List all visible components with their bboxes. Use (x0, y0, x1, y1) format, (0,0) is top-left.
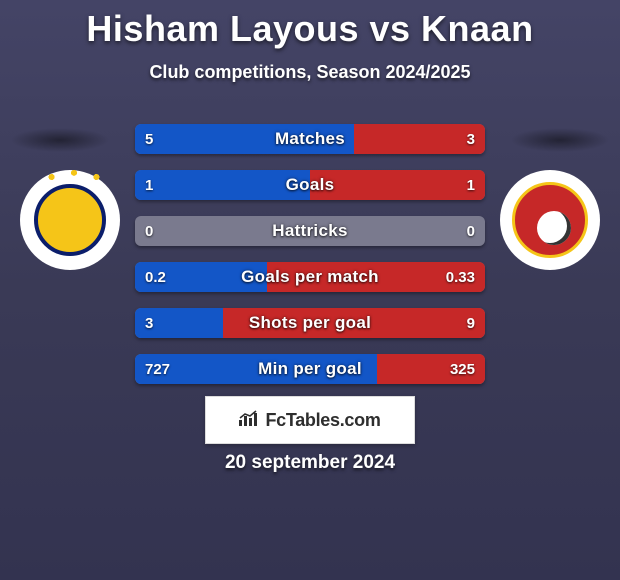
club-crest-right (500, 170, 600, 270)
club-crest-right-inner (512, 182, 588, 258)
bar-row: 11Goals (135, 170, 485, 200)
bar-label: Matches (135, 124, 485, 154)
page-title: Hisham Layous vs Knaan (0, 0, 620, 50)
bar-row: 00Hattricks (135, 216, 485, 246)
chart-icon (239, 410, 259, 431)
bar-label: Min per goal (135, 354, 485, 384)
bar-label: Shots per goal (135, 308, 485, 338)
bar-row: 0.20.33Goals per match (135, 262, 485, 292)
brand-box: FcTables.com (205, 396, 415, 444)
brand-text: FcTables.com (265, 410, 380, 431)
bar-label: Hattricks (135, 216, 485, 246)
club-crest-left-inner (34, 184, 106, 256)
player-shadow-left (10, 128, 110, 152)
bar-label: Goals per match (135, 262, 485, 292)
bar-row: 727325Min per goal (135, 354, 485, 384)
date-text: 20 september 2024 (0, 452, 620, 474)
bar-row: 53Matches (135, 124, 485, 154)
player-shadow-right (510, 128, 610, 152)
comparison-bars: 53Matches 11Goals 00Hattricks 0.20.33Goals … (135, 124, 485, 400)
bar-label: Goals (135, 170, 485, 200)
subtitle: Club competitions, Season 2024/2025 (0, 62, 620, 83)
bar-row: 39Shots per goal (135, 308, 485, 338)
club-crest-left (20, 170, 120, 270)
